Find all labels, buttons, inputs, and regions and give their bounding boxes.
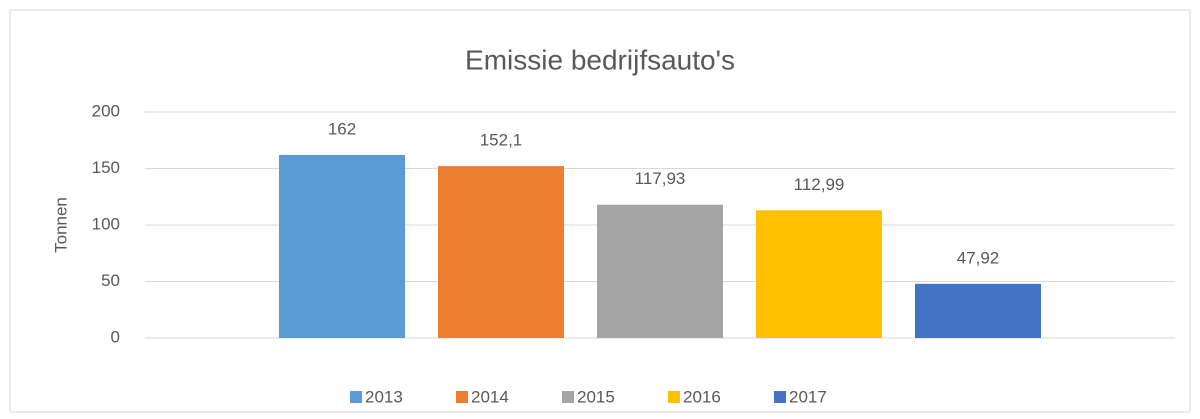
legend-label: 2017: [789, 387, 827, 406]
data-label: 47,92: [957, 248, 1000, 267]
legend-swatch: [350, 391, 362, 403]
data-label: 162: [328, 119, 356, 138]
y-tick-label: 100: [92, 214, 120, 233]
legend-label: 2016: [683, 387, 721, 406]
y-tick-label: 50: [101, 271, 120, 290]
data-label: 152,1: [480, 131, 523, 150]
legend-label: 2013: [365, 387, 403, 406]
chart-title: Emissie bedrijfsauto's: [465, 44, 735, 75]
bar: [915, 283, 1041, 338]
bar: [756, 210, 882, 338]
legend-swatch: [774, 391, 786, 403]
legend-swatch: [562, 391, 574, 403]
legend-swatch: [668, 391, 680, 403]
bar: [438, 166, 564, 338]
legend-label: 2014: [471, 387, 509, 406]
legend-swatch: [456, 391, 468, 403]
y-tick-label: 200: [92, 101, 120, 120]
y-tick-label: 0: [111, 327, 120, 346]
legend-label: 2015: [577, 387, 615, 406]
y-tick-label: 150: [92, 158, 120, 177]
data-label: 117,93: [635, 169, 686, 188]
bar: [597, 204, 723, 338]
y-axis-label: Tonnen: [51, 197, 70, 253]
bar: [279, 154, 405, 338]
data-label: 112,99: [794, 175, 845, 194]
